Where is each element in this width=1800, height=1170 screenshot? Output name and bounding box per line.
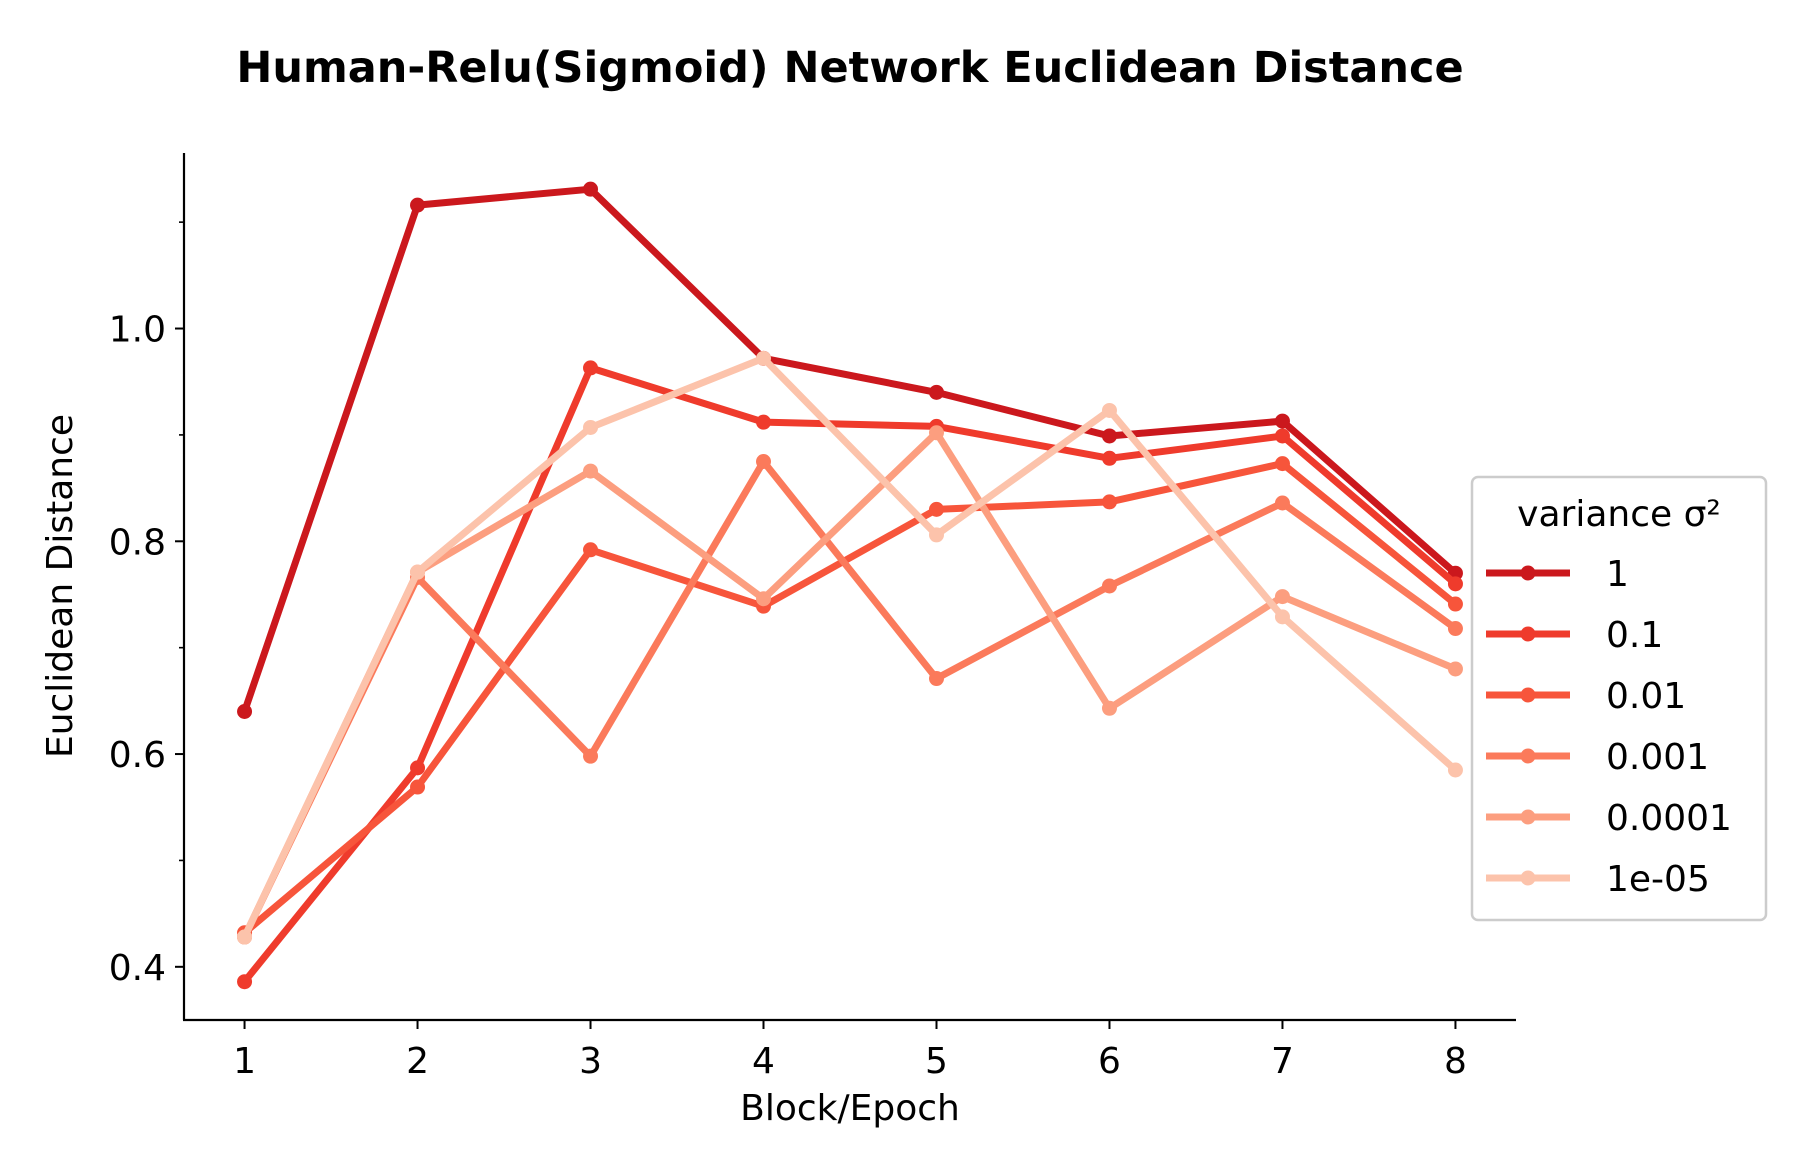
x-tick-label: 7 bbox=[1271, 1041, 1294, 1082]
legend-items: 1 0.1 0.01 0.001 0.0001 1e-05 bbox=[1486, 554, 1732, 900]
y-tick-label: 0.8 bbox=[109, 522, 166, 563]
legend-label: 1 bbox=[1606, 554, 1629, 595]
data-point bbox=[1447, 576, 1463, 592]
x-tick-label: 1 bbox=[233, 1041, 256, 1082]
data-point bbox=[1101, 428, 1117, 444]
series-line bbox=[241, 354, 1459, 941]
chart-title: Human-Relu(Sigmoid) Network Euclidean Di… bbox=[236, 43, 1463, 93]
x-tick-label: 3 bbox=[579, 1041, 602, 1082]
legend-swatch-marker bbox=[1520, 809, 1536, 825]
data-point bbox=[1274, 589, 1290, 605]
series-line bbox=[241, 185, 1459, 715]
data-point bbox=[1101, 402, 1117, 418]
data-point bbox=[410, 760, 426, 776]
legend-label: 0.001 bbox=[1606, 737, 1709, 778]
data-point bbox=[928, 425, 944, 441]
y-tick-label: 1.0 bbox=[109, 310, 166, 351]
data-point bbox=[1101, 700, 1117, 716]
y-ticks: 0.4 0.6 0.8 1.0 bbox=[109, 221, 184, 989]
y-axis-label: Euclidean Distance bbox=[40, 414, 81, 758]
data-point bbox=[1101, 450, 1117, 466]
axes bbox=[182, 153, 1516, 1022]
data-point bbox=[1274, 428, 1290, 444]
series-0.1 bbox=[237, 360, 1463, 990]
legend-label: 0.1 bbox=[1606, 615, 1663, 656]
legend-label: 0.01 bbox=[1606, 676, 1686, 717]
data-point bbox=[237, 974, 253, 990]
data-point bbox=[1447, 661, 1463, 677]
legend: variance σ² 1 0.1 0.01 0.001 0.0001 1e-05 bbox=[1470, 475, 1768, 922]
data-point bbox=[756, 591, 772, 607]
data-point bbox=[756, 454, 772, 470]
x-ticks: 1 2 3 4 5 6 7 8 bbox=[233, 1020, 1467, 1082]
data-point bbox=[583, 419, 599, 435]
data-point bbox=[1101, 578, 1117, 594]
series-0.001 bbox=[237, 454, 1463, 945]
data-point bbox=[756, 414, 772, 430]
series-0.01 bbox=[237, 456, 1463, 941]
y-tick-label: 0.6 bbox=[109, 735, 166, 776]
series-line bbox=[241, 364, 1459, 986]
legend-swatch-marker bbox=[1520, 870, 1536, 886]
y-tick-label: 0.4 bbox=[109, 948, 166, 989]
legend-swatch-marker bbox=[1520, 687, 1536, 703]
legend-title: variance σ² bbox=[1517, 494, 1721, 535]
data-point bbox=[1447, 621, 1463, 637]
data-point bbox=[237, 703, 253, 719]
x-tick-label: 8 bbox=[1444, 1041, 1467, 1082]
data-point bbox=[1274, 413, 1290, 429]
data-point bbox=[237, 929, 253, 945]
data-point bbox=[928, 501, 944, 517]
data-point bbox=[1274, 495, 1290, 511]
x-tick-label: 4 bbox=[752, 1041, 775, 1082]
data-point bbox=[928, 384, 944, 400]
legend-swatch-marker bbox=[1520, 626, 1536, 642]
x-tick-label: 5 bbox=[925, 1041, 948, 1082]
series-line bbox=[241, 460, 1459, 937]
legend-frame bbox=[1470, 475, 1768, 922]
legend-swatch-marker bbox=[1520, 565, 1536, 581]
data-point bbox=[1447, 762, 1463, 778]
data-point bbox=[1274, 456, 1290, 472]
data-point bbox=[410, 779, 426, 795]
series-group bbox=[237, 181, 1463, 990]
data-point bbox=[410, 564, 426, 580]
legend-label: 1e-05 bbox=[1606, 859, 1710, 900]
data-point bbox=[583, 181, 599, 197]
data-point bbox=[583, 360, 599, 376]
data-point bbox=[928, 671, 944, 687]
data-point bbox=[928, 527, 944, 543]
x-axis-label: Block/Epoch bbox=[740, 1088, 960, 1129]
legend-label: 0.0001 bbox=[1606, 798, 1732, 839]
data-point bbox=[1274, 609, 1290, 625]
x-tick-label: 6 bbox=[1098, 1041, 1121, 1082]
series-1e-05 bbox=[237, 350, 1463, 945]
data-point bbox=[1101, 494, 1117, 510]
legend-swatch-marker bbox=[1520, 748, 1536, 764]
data-point bbox=[1447, 596, 1463, 612]
data-point bbox=[583, 748, 599, 764]
x-tick-label: 2 bbox=[406, 1041, 429, 1082]
series-line bbox=[241, 429, 1459, 941]
data-point bbox=[583, 542, 599, 558]
data-point bbox=[756, 350, 772, 366]
data-point bbox=[410, 197, 426, 213]
series-line bbox=[241, 458, 1459, 941]
data-point bbox=[583, 463, 599, 479]
